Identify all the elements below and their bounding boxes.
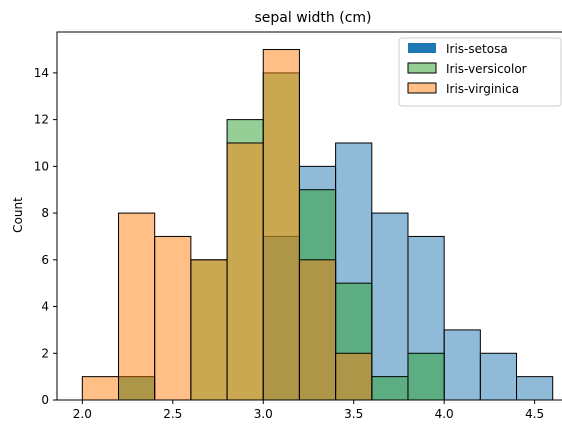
bar-iris-virginica-1 <box>118 212 156 401</box>
bar-iris-virginica-7 <box>335 352 373 401</box>
bar-iris-virginica-0 <box>81 376 120 401</box>
y-tick-label: 0 <box>41 393 49 407</box>
bars-group <box>81 49 554 401</box>
legend-label: Iris-versicolor <box>446 62 527 76</box>
x-tick-label: 2.0 <box>73 407 92 421</box>
y-axis: 0 2 4 6 8 10 12 14 <box>34 66 57 407</box>
y-tick-label: 10 <box>34 159 49 173</box>
legend-box <box>398 37 562 107</box>
x-tick-label: 3.0 <box>254 407 273 421</box>
legend: Iris-setosa Iris-versicolor Iris-virginica <box>398 37 562 107</box>
bar-iris-virginica-6 <box>298 259 337 401</box>
bar-iris-virginica-4 <box>226 142 264 401</box>
y-tick-label: 4 <box>41 300 49 314</box>
x-tick-label: 4.5 <box>525 407 544 421</box>
x-tick-label: 2.5 <box>163 407 182 421</box>
bar-iris-versicolor-8 <box>371 376 409 401</box>
legend-swatch-iris-setosa <box>408 43 436 53</box>
y-tick-label: 6 <box>41 253 49 267</box>
bar-iris-setosa-8 <box>371 212 409 401</box>
bar-iris-versicolor-9 <box>407 352 445 401</box>
y-tick-label: 2 <box>41 346 49 360</box>
y-axis-title: Count <box>11 197 25 233</box>
bar-iris-virginica-5 <box>262 49 300 401</box>
y-tick-label: 14 <box>34 66 49 80</box>
bar-iris-virginica-3 <box>190 259 228 401</box>
y-tick-label: 12 <box>34 113 49 127</box>
bar-iris-setosa-12 <box>516 376 554 401</box>
plot-frame <box>56 31 562 401</box>
x-tick-label: 4.0 <box>435 407 454 421</box>
legend-swatch-iris-versicolor <box>407 62 437 74</box>
legend-swatch-iris-virginica <box>407 82 437 94</box>
x-tick-label: 3.5 <box>344 407 363 421</box>
chart-title: sepal width (cm) <box>254 10 371 26</box>
y-tick-label: 8 <box>41 206 49 220</box>
bar-iris-setosa-10 <box>443 329 481 401</box>
legend-label: Iris-virginica <box>446 82 519 96</box>
x-axis: 2.0 2.5 3.0 3.5 4.0 4.5 <box>73 400 544 421</box>
bar-iris-setosa-11 <box>479 352 518 401</box>
legend-label: Iris-setosa <box>446 42 508 56</box>
bar-iris-virginica-2 <box>154 235 192 401</box>
